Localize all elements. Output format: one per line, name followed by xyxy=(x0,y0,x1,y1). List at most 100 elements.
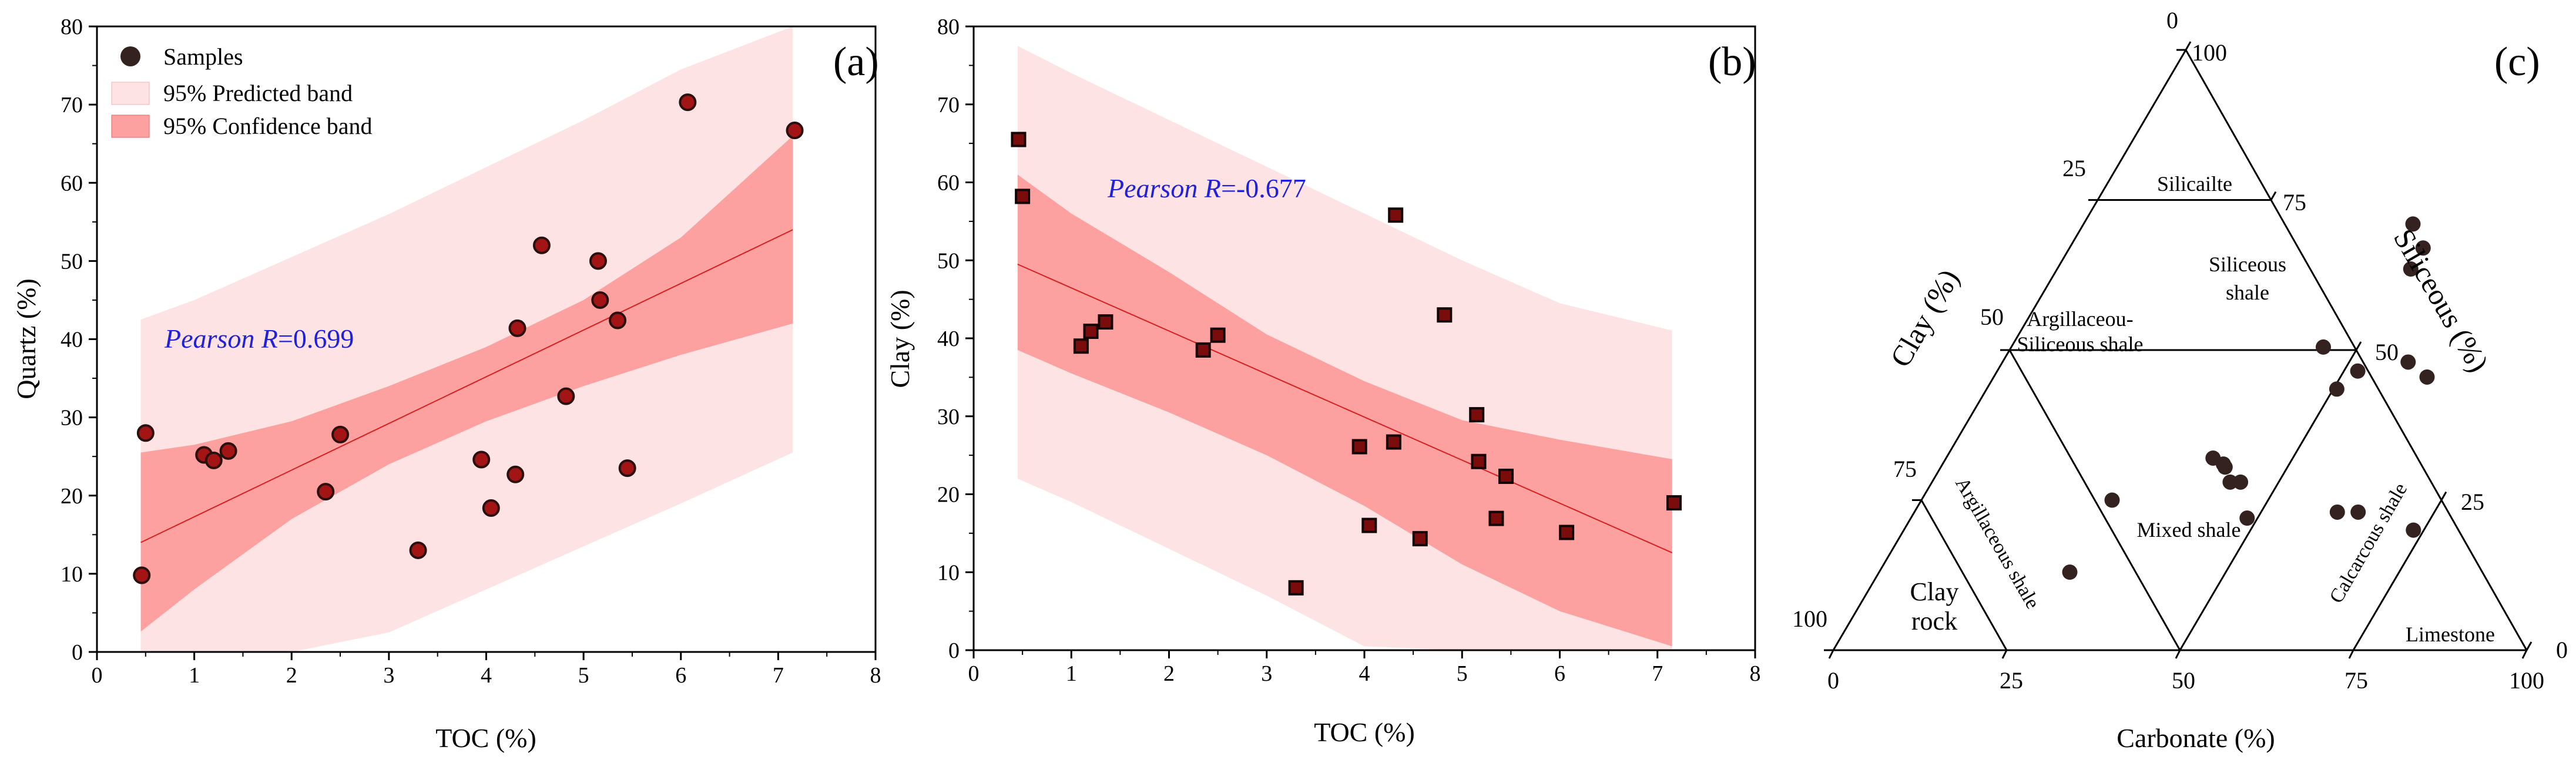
b-y-tick-label-0: 0 xyxy=(948,638,960,663)
c-sample-point-11 xyxy=(2350,363,2366,379)
c-region-mixed-shale: Mixed shale xyxy=(2137,518,2241,542)
b-sample-point-13 xyxy=(1437,307,1453,323)
a-sample-point-11 xyxy=(508,319,526,337)
b-x-tick-label-1: 1 xyxy=(1066,661,1077,686)
c-bottom-tick-mark-100 xyxy=(2521,650,2528,659)
a-legend-samples-marker xyxy=(120,46,140,66)
c-sample-point-17 xyxy=(2403,261,2419,277)
b-sample-point-9 xyxy=(1361,517,1377,533)
a-fit-line xyxy=(140,229,793,543)
b-pearson-var: R xyxy=(1204,173,1221,203)
a-legend-prediction-swatch xyxy=(111,82,150,105)
c-left-tick-0: 0 xyxy=(2166,7,2178,33)
c-right-tick-mark-25 xyxy=(2440,491,2447,501)
c-sample-point-13 xyxy=(2329,504,2345,520)
b-sample-point-3 xyxy=(1083,324,1099,339)
b-y-tick-label-50: 50 xyxy=(937,248,960,273)
a-sample-point-5 xyxy=(317,483,335,501)
c-bottom-axis-label: Carbonate (%) xyxy=(2117,723,2275,753)
a-points xyxy=(133,93,804,584)
c-right-tick-mark-100 xyxy=(2185,41,2192,51)
c-right-tick-100: 100 xyxy=(2192,39,2227,66)
c-right-tick-mark-75 xyxy=(2270,191,2277,201)
b-y-axis-label: Clay (%) xyxy=(885,290,915,388)
c-region-clay-rock-2: rock xyxy=(1911,607,1957,635)
a-y-tick-label-10: 10 xyxy=(61,562,83,587)
c-sample-point-0 xyxy=(2062,564,2078,580)
b-sample-point-15 xyxy=(1471,453,1487,469)
a-sample-point-7 xyxy=(409,541,427,559)
b-y-tick-label-30: 30 xyxy=(937,405,960,429)
b-x-tick-label-2: 2 xyxy=(1163,661,1175,686)
c-line-mixed-left xyxy=(2008,349,2181,651)
b-x-tick-label-4: 4 xyxy=(1359,661,1370,686)
b-x-axis-label: TOC (%) xyxy=(1314,717,1415,747)
b-pearson-value: =-0.677 xyxy=(1221,173,1306,203)
b-sample-point-12 xyxy=(1412,531,1428,547)
c-right-tick-50: 50 xyxy=(2375,339,2399,365)
b-fit-line xyxy=(1017,263,1673,553)
c-bottom-tick-mark-50 xyxy=(2175,650,2181,659)
b-panel-label: (b) xyxy=(1708,39,1756,85)
c-line-argillaceous xyxy=(1920,499,2008,651)
a-sample-point-9 xyxy=(482,499,500,517)
a-sample-point-4 xyxy=(219,442,237,460)
c-region-calcarcous-shale: Calcarcous shale xyxy=(2326,479,2412,607)
c-region-siliceous-shale-2: shale xyxy=(2226,281,2269,304)
a-sample-point-8 xyxy=(472,450,491,469)
a-sample-point-18 xyxy=(679,93,697,112)
c-sample-point-8 xyxy=(2405,216,2421,232)
c-line-calcareous xyxy=(2352,499,2443,651)
b-sample-point-14 xyxy=(1469,407,1485,423)
a-pearson-value: =0.699 xyxy=(278,324,354,354)
a-x-tick-label-1: 1 xyxy=(189,663,200,688)
b-y-tick-label-10: 10 xyxy=(937,560,960,585)
a-y-tick-label-50: 50 xyxy=(61,249,83,274)
b-y-tick-label-40: 40 xyxy=(937,327,960,351)
a-x-tick-label-3: 3 xyxy=(383,663,394,688)
c-region-limestone: Limestone xyxy=(2406,623,2495,646)
b-sample-point-6 xyxy=(1210,327,1226,343)
a-y-tick-label-30: 30 xyxy=(61,406,83,431)
a-x-tick-label-4: 4 xyxy=(481,663,492,688)
a-x-tick-label-8: 8 xyxy=(870,663,881,688)
a-x-tick-label-6: 6 xyxy=(675,663,686,688)
a-x-tick-label-2: 2 xyxy=(286,663,297,688)
c-sample-point-10 xyxy=(2329,381,2344,397)
b-sample-point-1 xyxy=(1015,189,1031,204)
a-legend-samples-label: Samples xyxy=(163,43,243,70)
c-ticks xyxy=(1824,41,2533,659)
a-legend-prediction-label: 95% Predicted band xyxy=(163,80,353,106)
b-y-tick-label-60: 60 xyxy=(937,171,960,196)
b-x-tick-label-5: 5 xyxy=(1457,661,1468,686)
c-left-tick-75: 75 xyxy=(1893,456,1917,482)
c-sample-point-6 xyxy=(2233,474,2249,490)
c-line-mixed-right xyxy=(2179,349,2357,651)
b-sample-point-0 xyxy=(1011,132,1027,147)
a-confidence-band xyxy=(140,136,793,632)
a-y-tick-label-70: 70 xyxy=(61,93,83,117)
b-pearson-prefix: Pearson xyxy=(1107,173,1205,203)
c-bottom-tick-mark-25 xyxy=(2001,650,2008,659)
c-right-tick-75: 75 xyxy=(2283,189,2306,216)
a-x-axis-label: TOC (%) xyxy=(435,723,536,753)
a-sample-point-13 xyxy=(557,387,575,405)
b-y-tick-label-20: 20 xyxy=(937,483,960,507)
b-x-tick-label-6: 6 xyxy=(1554,661,1565,686)
a-x-tick-label-7: 7 xyxy=(773,663,784,688)
c-bottom-tick-50: 50 xyxy=(2172,667,2195,694)
c-region-silicailte: Silicailte xyxy=(2157,172,2232,196)
a-y-axis-label: Quartz (%) xyxy=(11,278,41,399)
c-region-argillaceous-shale: Argillaceous shale xyxy=(1951,474,2044,613)
c-panel-label: (c) xyxy=(2494,39,2540,85)
c-right-tick-mark-0 xyxy=(2525,641,2533,651)
c-bottom-tick-100: 100 xyxy=(2509,667,2544,694)
b-sample-point-8 xyxy=(1351,439,1367,455)
b-sample-point-2 xyxy=(1073,338,1089,354)
a-y-tick-label-80: 80 xyxy=(61,15,83,39)
c-ternary-lines xyxy=(1832,49,2528,651)
a-pearson-annotation: Pearson R=0.699 xyxy=(164,324,354,354)
